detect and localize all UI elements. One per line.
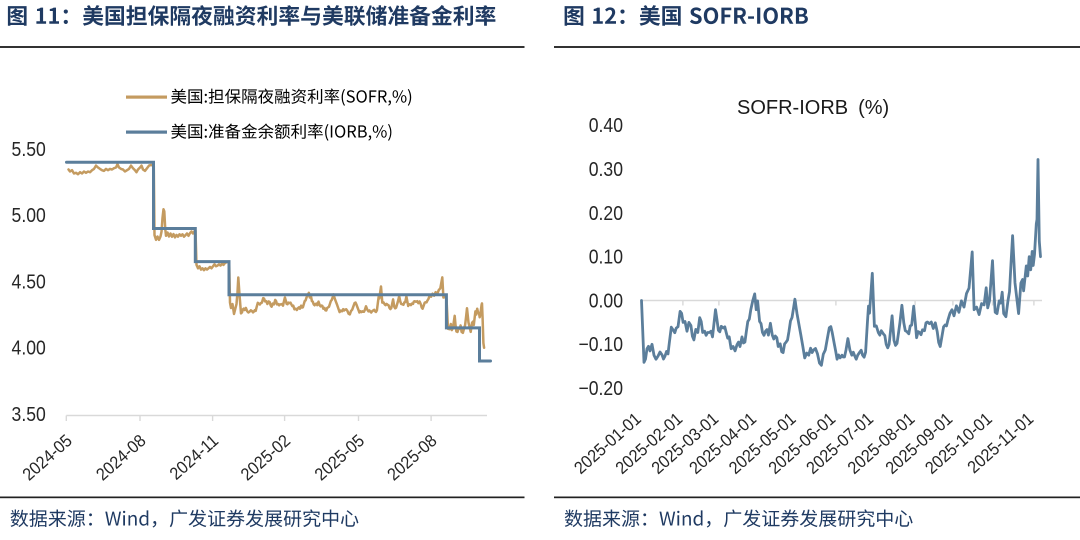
svg-text:0.20: 0.20 bbox=[589, 202, 623, 224]
svg-text:−0.10: −0.10 bbox=[578, 333, 623, 355]
svg-text:0.40: 0.40 bbox=[589, 114, 623, 136]
svg-text:5.50: 5.50 bbox=[12, 138, 46, 160]
svg-text:3.50: 3.50 bbox=[12, 403, 46, 425]
svg-text:0.30: 0.30 bbox=[589, 158, 623, 180]
svg-text:4.50: 4.50 bbox=[12, 270, 46, 292]
svg-text:4.00: 4.00 bbox=[12, 337, 46, 359]
svg-text:0.10: 0.10 bbox=[589, 246, 623, 268]
svg-text:−0.20: −0.20 bbox=[578, 377, 623, 399]
svg-text:0.00: 0.00 bbox=[589, 289, 623, 311]
svg-text:5.00: 5.00 bbox=[12, 204, 46, 226]
svg-text:SOFR-IORB (%): SOFR-IORB (%) bbox=[737, 97, 889, 119]
